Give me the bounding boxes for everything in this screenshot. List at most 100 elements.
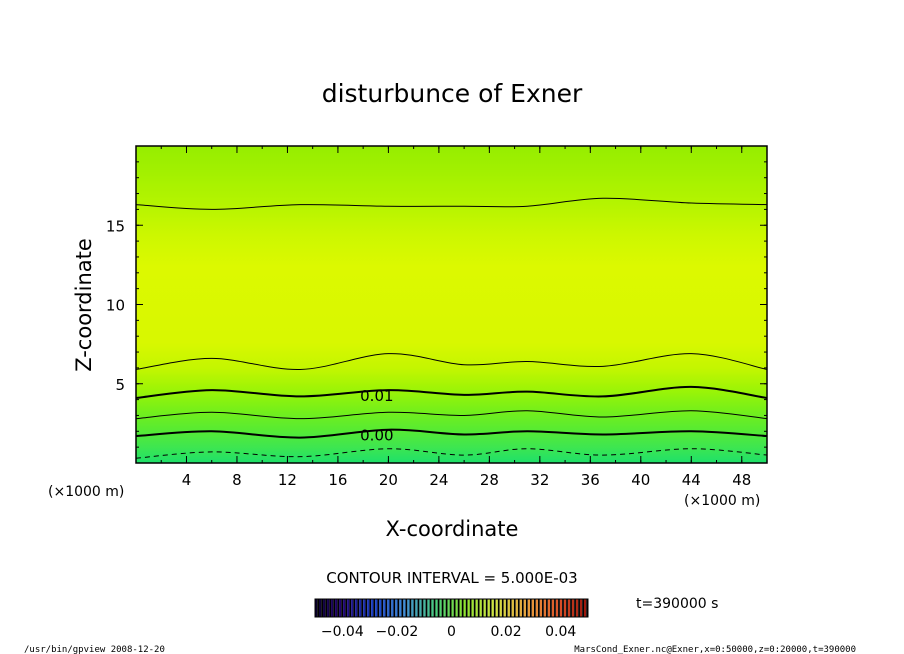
colorbar-separator bbox=[534, 599, 536, 617]
colorbar-cell bbox=[519, 599, 522, 617]
y-axis-label: Z-coordinate bbox=[72, 238, 96, 372]
colorbar-separator bbox=[554, 599, 556, 617]
colorbar-cell bbox=[411, 599, 414, 617]
colorbar-cell bbox=[427, 599, 430, 617]
time-label: t=390000 s bbox=[636, 596, 718, 612]
colorbar-separator bbox=[425, 599, 428, 617]
x-unit-left: (×1000 m) bbox=[48, 484, 124, 500]
colorbar-cell bbox=[383, 599, 386, 617]
colorbar-separator bbox=[333, 599, 336, 617]
colorbar-cell bbox=[395, 599, 398, 617]
x-tick-label: 32 bbox=[530, 471, 549, 489]
colorbar-separator bbox=[465, 599, 468, 617]
colorbar-separator bbox=[493, 599, 496, 617]
x-tick-label: 8 bbox=[232, 471, 242, 489]
colorbar-cell bbox=[479, 599, 482, 617]
colorbar-cell bbox=[447, 599, 450, 617]
contour-interval-text: CONTOUR INTERVAL = 5.000E-03 bbox=[326, 569, 577, 587]
colorbar: −0.04 −0.02 0 0.02 0.04 bbox=[314, 598, 589, 640]
colorbar-cell bbox=[463, 599, 466, 617]
colorbar-separator bbox=[578, 599, 580, 617]
colorbar-tick-label: 0.04 bbox=[545, 624, 576, 640]
colorbar-cell bbox=[511, 599, 514, 617]
colorbar-cell bbox=[319, 599, 322, 617]
colorbar-cell bbox=[323, 599, 326, 617]
colorbar-separator bbox=[558, 599, 560, 617]
colorbar-separator bbox=[501, 599, 504, 617]
colorbar-separator bbox=[437, 599, 440, 617]
colorbar-cell bbox=[375, 599, 378, 617]
colorbar-separator bbox=[377, 599, 380, 617]
x-tick-label: 40 bbox=[631, 471, 650, 489]
contour-label-0: 0.01 bbox=[360, 387, 393, 405]
colorbar-cell bbox=[435, 599, 438, 617]
x-tick-label: 4 bbox=[182, 471, 192, 489]
colorbar-cell bbox=[579, 599, 583, 617]
x-tick-label: 28 bbox=[480, 471, 499, 489]
colorbar-separator bbox=[397, 599, 400, 617]
plot-area: 0.01 0.00 bbox=[135, 145, 768, 464]
colorbar-cell bbox=[451, 599, 454, 617]
contour-line-3 bbox=[136, 385, 767, 400]
colorbar-cell bbox=[415, 599, 418, 617]
colorbar-cell bbox=[407, 599, 410, 617]
colorbar-separator bbox=[361, 599, 364, 617]
colorbar-cell bbox=[559, 599, 563, 617]
y-tick-label: 10 bbox=[106, 297, 125, 315]
colorbar-cell bbox=[363, 599, 366, 617]
colorbar-separator bbox=[574, 599, 576, 617]
colorbar-separator bbox=[497, 599, 500, 617]
colorbar-tick-label: 0 bbox=[447, 624, 456, 640]
colorbar-separator bbox=[513, 599, 516, 617]
colorbar-cell bbox=[499, 599, 502, 617]
contour-line-0 bbox=[136, 448, 767, 459]
colorbar-separator bbox=[509, 599, 512, 617]
colorbar-separator bbox=[369, 599, 372, 617]
colorbar-separator bbox=[481, 599, 484, 617]
x-tick-label: 36 bbox=[581, 471, 600, 489]
colorbar-separator bbox=[357, 599, 360, 617]
colorbar-cell bbox=[575, 599, 579, 617]
colorbar-separator bbox=[505, 599, 508, 617]
x-tick-label: 20 bbox=[379, 471, 398, 489]
colorbar-cell bbox=[567, 599, 571, 617]
x-unit-right: (×1000 m) bbox=[684, 493, 760, 509]
colorbar-cell bbox=[555, 599, 559, 617]
colorbar-separator bbox=[453, 599, 456, 617]
colorbar-separator bbox=[473, 599, 476, 617]
colorbar-cell bbox=[347, 599, 350, 617]
colorbar-cell bbox=[371, 599, 374, 617]
colorbar-cell bbox=[527, 599, 530, 617]
colorbar-separator bbox=[365, 599, 368, 617]
colorbar-cell bbox=[419, 599, 422, 617]
colorbar-separator bbox=[550, 599, 552, 617]
colorbar-cell bbox=[315, 599, 318, 617]
colorbar-cell bbox=[495, 599, 498, 617]
contour-line-1 bbox=[136, 428, 767, 439]
colorbar-separator bbox=[409, 599, 412, 617]
colorbar-separator bbox=[485, 599, 488, 617]
colorbar-cell bbox=[399, 599, 402, 617]
colorbar-separator bbox=[405, 599, 408, 617]
colorbar-cell bbox=[455, 599, 458, 617]
colorbar-separator bbox=[546, 599, 548, 617]
contour-label-1: 0.00 bbox=[360, 426, 393, 444]
x-tick-label: 24 bbox=[429, 471, 448, 489]
colorbar-separator bbox=[521, 599, 524, 617]
colorbar-separator bbox=[353, 599, 356, 617]
colorbar-separator bbox=[341, 599, 344, 617]
colorbar-cell bbox=[403, 599, 406, 617]
colorbar-cell bbox=[355, 599, 358, 617]
colorbar-separator bbox=[477, 599, 480, 617]
colorbar-cell bbox=[523, 599, 526, 617]
colorbar-cell bbox=[339, 599, 342, 617]
colorbar-tick-label: −0.02 bbox=[375, 624, 418, 640]
colorbar-separator bbox=[337, 599, 340, 617]
colorbar-separator bbox=[329, 599, 332, 617]
colorbar-cell bbox=[539, 599, 543, 617]
y-tick-label: 5 bbox=[115, 376, 125, 394]
colorbar-tick-label: 0.02 bbox=[491, 624, 522, 640]
colorbar-cell bbox=[367, 599, 370, 617]
colorbar-cell bbox=[431, 599, 434, 617]
